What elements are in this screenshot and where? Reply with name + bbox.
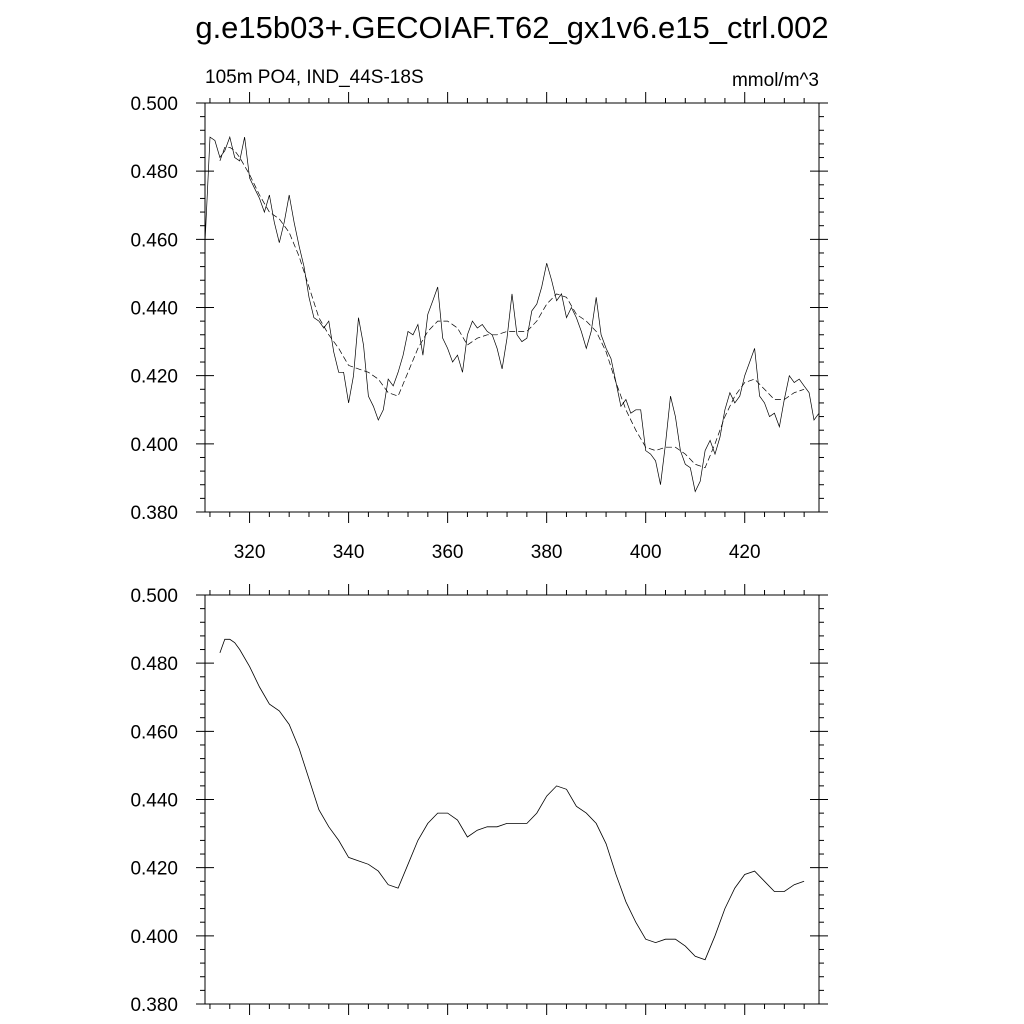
bottom-panel-tick-labels: 0.380 0.400 0.420 0.440 0.460 0.480 0.500 xyxy=(130,586,178,1016)
top-panel-series xyxy=(204,135,820,493)
top-xtick-label: 380 xyxy=(531,542,563,563)
bottom-ytick-label: 0.420 xyxy=(130,859,178,880)
top-panel: 105m PO4, IND_44S-18S mmol/m^3 0.380 0.40… xyxy=(130,67,828,563)
bottom-panel: 0.380 0.400 0.420 0.440 0.460 0.480 0.500 xyxy=(130,584,828,1016)
top-panel-subtitle-left: 105m PO4, IND_44S-18S xyxy=(205,67,424,88)
top-xtick-label: 420 xyxy=(729,542,761,563)
top-panel-subtitle-right: mmol/m^3 xyxy=(732,70,819,91)
bottom-ytick-label: 0.460 xyxy=(130,722,178,743)
top-xtick-label: 340 xyxy=(333,542,365,563)
top-ytick-label: 0.480 xyxy=(130,162,178,183)
bottom-ytick-label: 0.440 xyxy=(130,791,178,812)
top-panel-ticks xyxy=(196,92,828,523)
top-series-smoothed-line xyxy=(219,146,805,469)
top-xtick-label: 360 xyxy=(432,542,464,563)
bottom-panel-series xyxy=(219,638,805,961)
bottom-ytick-label: 0.380 xyxy=(130,995,178,1016)
top-xtick-label: 400 xyxy=(630,542,662,563)
top-ytick-label: 0.460 xyxy=(130,230,178,251)
top-series-line xyxy=(204,135,820,493)
bottom-series-line xyxy=(219,638,805,961)
top-ytick-label: 0.400 xyxy=(130,435,178,456)
bottom-ytick-label: 0.400 xyxy=(130,927,178,948)
figure-title: g.e15b03+.GECOIAF.T62_gx1v6.e15_ctrl.002 xyxy=(195,10,828,45)
top-ytick-label: 0.500 xyxy=(130,94,178,115)
top-panel-plot-frame xyxy=(204,102,820,513)
top-ytick-label: 0.380 xyxy=(130,503,178,524)
top-xtick-label: 320 xyxy=(234,542,266,563)
bottom-panel-ticks xyxy=(196,584,828,1015)
top-ytick-label: 0.420 xyxy=(130,367,178,388)
top-panel-tick-labels: 0.380 0.400 0.420 0.440 0.460 0.480 0.500 320 34… xyxy=(130,94,760,563)
top-ytick-label: 0.440 xyxy=(130,299,178,320)
bottom-panel-plot-frame xyxy=(204,594,820,1005)
bottom-ytick-label: 0.500 xyxy=(130,586,178,607)
bottom-ytick-label: 0.480 xyxy=(130,654,178,675)
